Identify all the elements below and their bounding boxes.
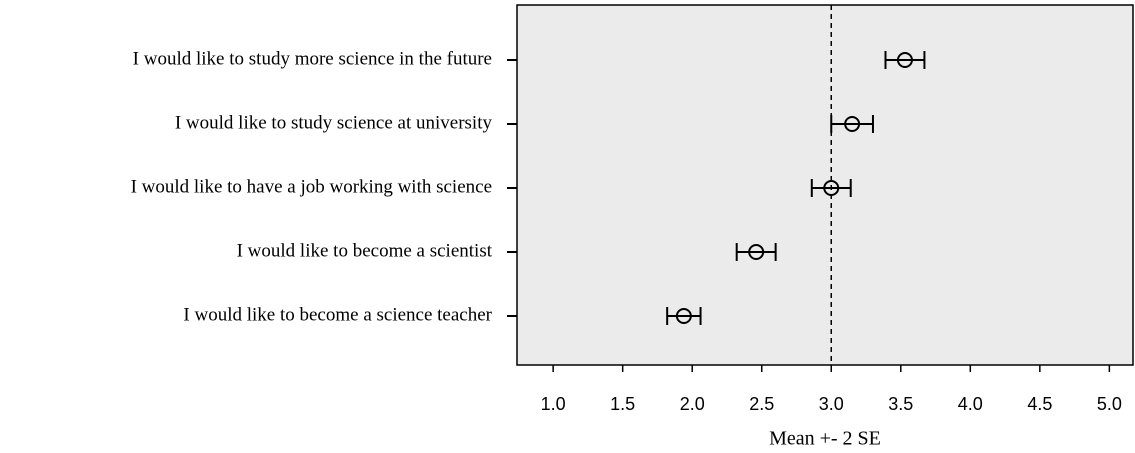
y-tick-label: I would like to become a science teacher [183,304,492,325]
y-tick-label: I would like to study more science in th… [133,48,492,69]
x-tick-label: 5.0 [1097,394,1122,414]
x-tick-label: 3.0 [819,394,844,414]
x-tick-label: 2.0 [680,394,705,414]
x-axis-label: Mean +- 2 SE [769,428,881,450]
mean-marker [896,52,913,68]
x-tick-label: 1.0 [541,394,566,414]
x-tick-label: 3.5 [888,394,913,414]
mean-marker [844,116,861,132]
mean-marker [748,244,765,260]
y-tick-label: I would like to become a scientist [237,240,493,261]
x-tick-label: 2.5 [749,394,774,414]
y-tick-label: I would like to have a job working with … [131,176,492,197]
y-tick-label: I would like to study science at univers… [175,112,493,133]
mean-marker [823,180,840,196]
mean-marker [675,308,692,324]
x-tick-label: 4.0 [958,394,983,414]
x-tick-label: 4.5 [1027,394,1052,414]
x-tick-label: 1.5 [610,394,635,414]
